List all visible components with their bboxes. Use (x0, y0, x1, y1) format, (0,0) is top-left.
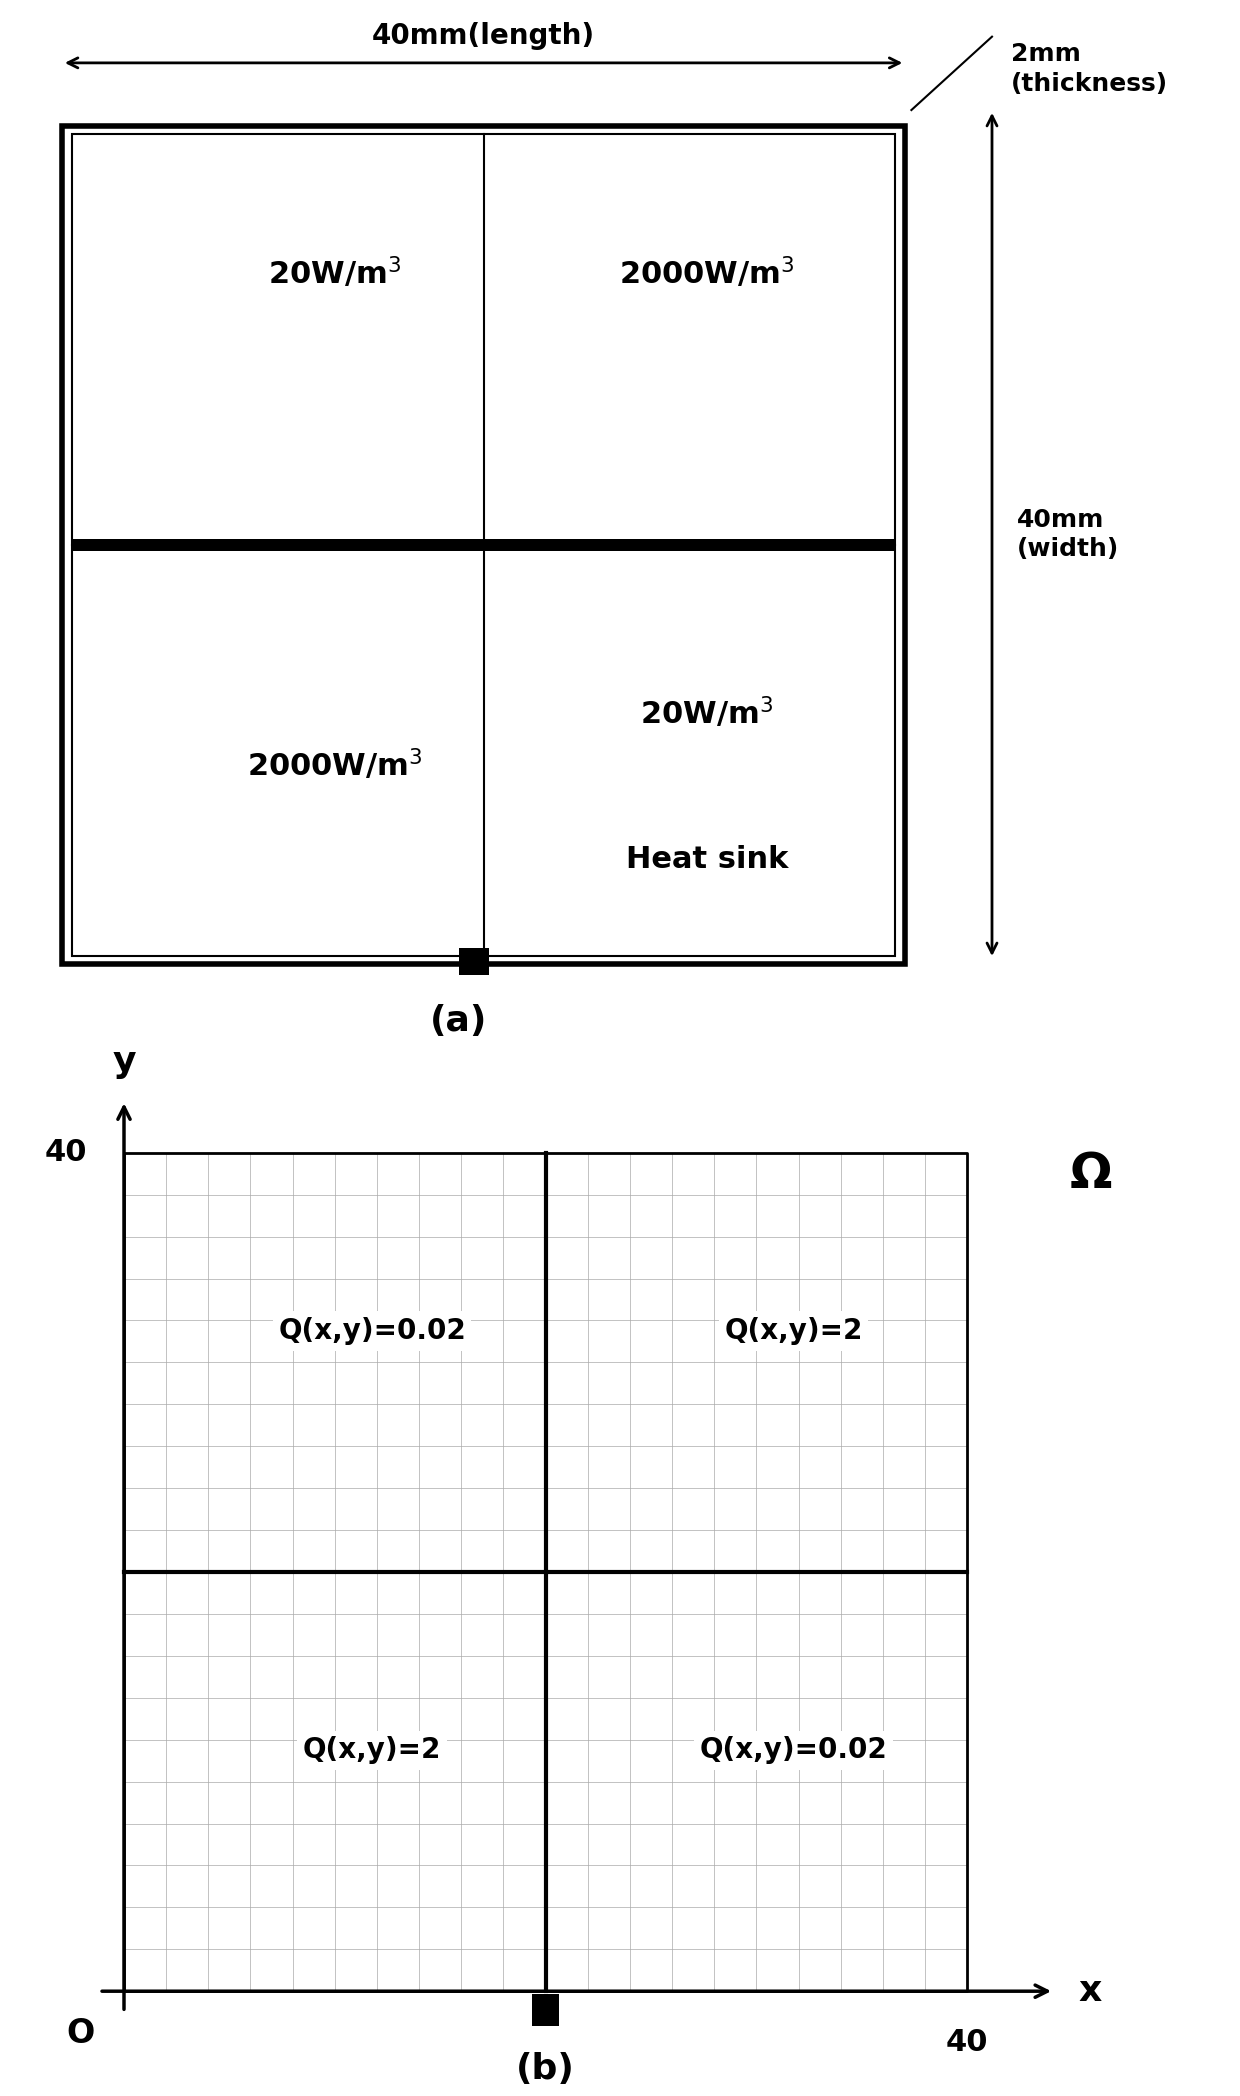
Text: 40mm(length): 40mm(length) (372, 23, 595, 50)
Text: 40: 40 (45, 1138, 87, 1167)
Text: O: O (67, 2016, 94, 2050)
Text: Q(x,y)=2: Q(x,y)=2 (724, 1316, 863, 1346)
Text: 20W/m$^3$: 20W/m$^3$ (640, 696, 774, 729)
Text: x: x (1079, 1974, 1102, 2008)
Text: 40mm
(width): 40mm (width) (1017, 507, 1118, 562)
Text: 2mm
(thickness): 2mm (thickness) (1011, 42, 1168, 96)
Bar (62, 126, 905, 964)
Text: Q(x,y)=0.02: Q(x,y)=0.02 (699, 1735, 888, 1765)
Text: 20W/m$^3$: 20W/m$^3$ (268, 256, 402, 289)
Text: Heat sink: Heat sink (626, 845, 787, 874)
Text: Q(x,y)=0.02: Q(x,y)=0.02 (278, 1316, 466, 1346)
Bar (479, 551, 489, 956)
Text: 2000W/m$^3$: 2000W/m$^3$ (619, 256, 795, 289)
Text: Q(x,y)=2: Q(x,y)=2 (303, 1735, 441, 1765)
Text: Ω: Ω (1070, 1151, 1112, 1197)
Bar (72, 539, 895, 551)
Text: y: y (113, 1046, 135, 1079)
Text: (a): (a) (430, 1004, 487, 1038)
Text: 2000W/m$^3$: 2000W/m$^3$ (247, 748, 423, 782)
Text: 40: 40 (946, 2029, 988, 2056)
Text: (b): (b) (516, 2052, 575, 2086)
Bar (532, 1995, 559, 2025)
Bar (459, 947, 489, 975)
Bar (72, 134, 895, 956)
